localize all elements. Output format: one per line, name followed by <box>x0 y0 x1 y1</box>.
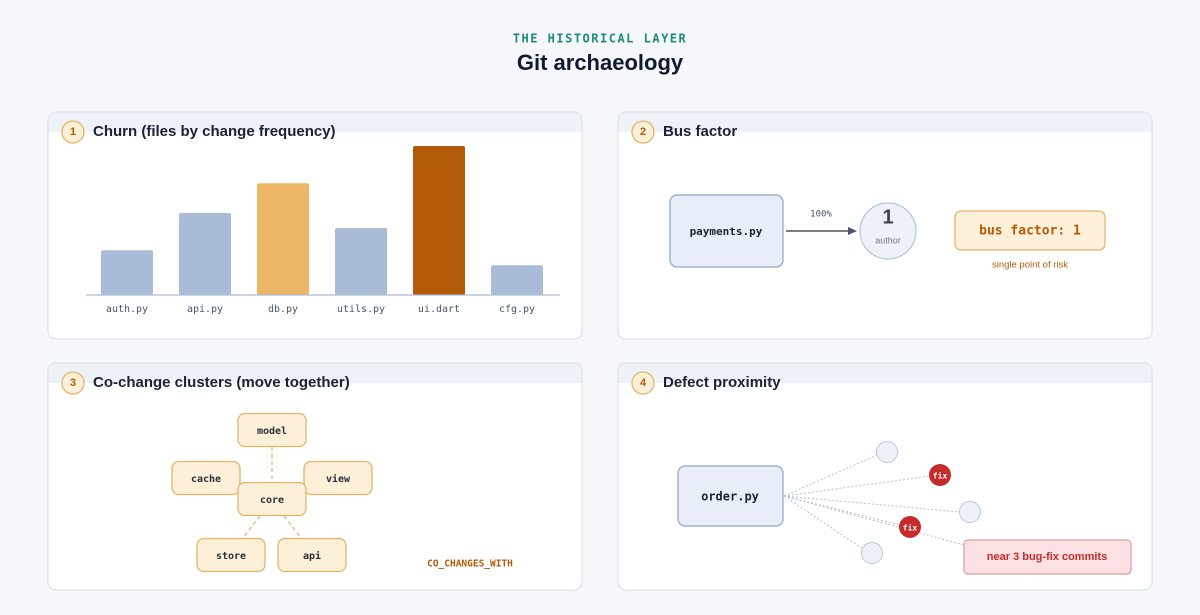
fix-node <box>929 464 951 486</box>
node-label: store <box>216 551 246 562</box>
number-label: 3 <box>70 377 76 389</box>
commit-node <box>861 542 883 564</box>
eyebrow: THE HISTORICAL LAYER <box>513 32 688 46</box>
number-label: 2 <box>640 126 646 138</box>
edge-label: 100% <box>810 210 832 220</box>
node-box <box>237 412 307 448</box>
node-box <box>171 460 241 496</box>
edge <box>241 515 261 540</box>
edge-legend: CO_CHANGES_WITH <box>427 559 513 570</box>
bar <box>413 146 465 295</box>
risk-note: single point of risk <box>992 260 1068 271</box>
x-tick-label: ui.dart <box>418 304 460 315</box>
panel-title: Churn (files by change frequency) <box>93 123 336 140</box>
node-box <box>237 481 307 517</box>
bar <box>257 183 309 295</box>
node: api <box>277 537 347 573</box>
node-label: view <box>326 473 351 485</box>
node-box <box>196 537 266 573</box>
card: 4 Defect proximity <box>617 362 1153 591</box>
node-label: model <box>257 426 287 437</box>
author-label: author <box>875 235 901 245</box>
card-header <box>48 112 582 132</box>
proximity-edges <box>783 454 965 550</box>
author-count: 1 <box>882 206 893 228</box>
node-label: api <box>303 550 321 562</box>
bar <box>179 213 231 295</box>
edge <box>783 475 931 497</box>
commit-node <box>959 501 981 523</box>
file-label: order.py <box>701 490 759 504</box>
bar <box>101 250 153 295</box>
fix-node <box>899 516 921 538</box>
cards: 1 Churn (files by change frequency) 2 Bus f… <box>47 111 1153 591</box>
x-tick-label: auth.py <box>106 304 148 315</box>
node: model <box>237 412 307 448</box>
x-tick-label: utils.py <box>337 304 385 315</box>
bar <box>335 227 387 295</box>
fix-label: fix <box>903 523 918 533</box>
bus-badge-label: bus factor: 1 <box>979 224 1081 239</box>
number-label: 4 <box>640 377 647 389</box>
commit-node <box>876 441 898 463</box>
edge <box>283 515 303 540</box>
node-box <box>303 460 373 496</box>
file-box <box>677 465 784 527</box>
card-bg <box>617 362 1153 591</box>
fix-label: fix <box>933 471 948 481</box>
card-header <box>48 363 582 383</box>
edge <box>783 495 961 513</box>
panel-title: Co-change clusters (move together) <box>93 374 350 391</box>
nodes: model cache view core store api <box>171 412 373 573</box>
edge <box>783 495 965 546</box>
number-badge <box>61 371 85 395</box>
panel-title: Bus factor <box>663 123 737 140</box>
edge <box>783 454 878 497</box>
author-node <box>859 202 917 260</box>
co-change-edges <box>241 447 303 540</box>
card-header <box>618 112 1152 132</box>
node: view <box>303 460 373 496</box>
arrow-head <box>848 227 857 235</box>
x-tick-label: cfg.py <box>499 304 535 315</box>
bus-badge <box>954 210 1106 251</box>
x-tick-label: db.py <box>268 304 298 315</box>
card-header <box>618 363 1152 383</box>
node: core <box>237 481 307 517</box>
node-box <box>277 537 347 573</box>
churn-chart: auth.py api.py db.py utils.py ui.dart cfg.py <box>86 146 560 315</box>
number-label: 1 <box>70 126 76 138</box>
file-box <box>669 194 784 268</box>
node-label: core <box>260 495 284 506</box>
page-title: Git archaeology <box>517 50 684 75</box>
x-tick-label: api.py <box>187 304 223 315</box>
note-box <box>963 539 1132 575</box>
number-badge <box>631 120 655 144</box>
number-badge <box>631 371 655 395</box>
note-label: near 3 bug-fix commits <box>987 551 1107 563</box>
bar <box>491 265 543 295</box>
node: store <box>196 537 266 573</box>
number-badge <box>61 120 85 144</box>
node-label: cache <box>191 474 221 485</box>
panel-title: Defect proximity <box>663 374 781 391</box>
file-label: payments.py <box>690 225 763 238</box>
node: cache <box>171 460 241 496</box>
